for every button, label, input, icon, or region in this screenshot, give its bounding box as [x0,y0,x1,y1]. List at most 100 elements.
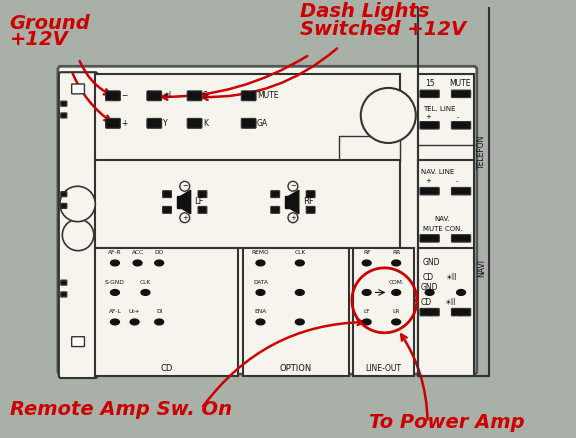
FancyBboxPatch shape [452,308,471,316]
Text: AF-L: AF-L [108,309,122,314]
Ellipse shape [295,260,304,266]
Bar [418,248,474,376]
FancyBboxPatch shape [71,337,85,346]
Text: K: K [203,119,208,128]
Ellipse shape [392,319,400,325]
Text: −: − [290,183,296,189]
Text: ☀II: ☀II [445,273,457,282]
Ellipse shape [362,319,371,325]
Text: +: + [122,119,128,128]
Text: CLK: CLK [294,250,305,255]
Text: CD: CD [420,298,432,307]
Ellipse shape [392,290,400,295]
Text: CLK: CLK [140,279,151,285]
Ellipse shape [362,260,371,266]
FancyBboxPatch shape [162,191,172,198]
FancyBboxPatch shape [452,90,471,98]
Text: TEL. LINE: TEL. LINE [423,106,455,112]
Polygon shape [289,190,299,214]
Text: -: - [455,178,458,184]
FancyBboxPatch shape [71,84,85,94]
Text: GND: GND [420,283,438,292]
Text: -: - [457,114,460,120]
FancyBboxPatch shape [187,118,202,128]
Circle shape [361,88,416,143]
FancyBboxPatch shape [452,122,471,129]
FancyBboxPatch shape [198,206,207,213]
Text: TELEFON: TELEFON [478,134,486,169]
Polygon shape [181,190,191,214]
FancyBboxPatch shape [147,91,162,101]
FancyBboxPatch shape [187,91,202,101]
Text: DO: DO [154,250,164,255]
Text: S: S [203,91,208,100]
Bar [242,248,349,376]
Ellipse shape [295,319,304,325]
Text: +: + [426,178,431,184]
Bar [95,74,400,161]
Text: Remote Amp Sw. On: Remote Amp Sw. On [10,400,232,419]
Text: MUTE CON.: MUTE CON. [423,226,463,232]
Ellipse shape [111,260,119,266]
Text: COM.: COM. [388,279,404,285]
Text: MUTE: MUTE [257,91,279,100]
Text: +: + [290,215,296,221]
FancyBboxPatch shape [58,66,477,374]
FancyBboxPatch shape [420,187,439,195]
Text: DATA: DATA [253,279,268,285]
Text: NAVI: NAVI [478,259,486,277]
Text: CD: CD [423,273,434,282]
Ellipse shape [133,260,142,266]
FancyBboxPatch shape [61,113,67,118]
Ellipse shape [256,290,265,295]
FancyBboxPatch shape [61,204,67,208]
Bar [418,74,474,229]
FancyBboxPatch shape [452,187,471,195]
FancyBboxPatch shape [198,191,207,198]
Ellipse shape [130,319,139,325]
Ellipse shape [111,319,119,325]
FancyBboxPatch shape [306,206,315,213]
Bar [339,136,400,161]
FancyBboxPatch shape [61,280,67,285]
Text: +: + [426,114,431,120]
Text: 5A: 5A [70,214,86,236]
FancyBboxPatch shape [59,72,97,378]
Ellipse shape [457,309,465,315]
Ellipse shape [155,319,164,325]
Text: Y: Y [162,119,167,128]
Polygon shape [285,196,289,208]
FancyBboxPatch shape [61,292,67,297]
FancyBboxPatch shape [241,91,256,101]
Text: +12V: +12V [10,30,69,49]
Ellipse shape [256,319,265,325]
Text: NAV. LINE: NAV. LINE [420,169,454,174]
Circle shape [288,213,298,223]
Text: LR: LR [392,309,400,314]
Text: Dash Lights: Dash Lights [300,2,429,21]
Ellipse shape [141,290,150,295]
FancyBboxPatch shape [306,191,315,198]
Text: +: + [182,215,188,221]
Text: Ground: Ground [10,14,90,33]
FancyBboxPatch shape [241,118,256,128]
Text: MUTE: MUTE [449,80,471,88]
Text: LINE-OUT: LINE-OUT [365,364,401,373]
Text: NAV.: NAV. [434,216,450,222]
Text: ☀II: ☀II [444,298,456,307]
Bar [95,160,400,248]
Ellipse shape [392,260,400,266]
Text: RR: RR [392,250,400,255]
Text: ENA: ENA [255,309,267,314]
Circle shape [180,213,190,223]
Text: DI: DI [156,309,162,314]
FancyBboxPatch shape [420,122,439,129]
FancyBboxPatch shape [105,118,120,128]
Text: RF: RF [303,198,313,206]
FancyBboxPatch shape [61,192,67,197]
FancyBboxPatch shape [420,308,439,316]
Text: Switched +12V: Switched +12V [300,20,466,39]
Text: REMO: REMO [252,250,269,255]
Circle shape [62,219,94,251]
Text: CD: CD [160,364,173,373]
